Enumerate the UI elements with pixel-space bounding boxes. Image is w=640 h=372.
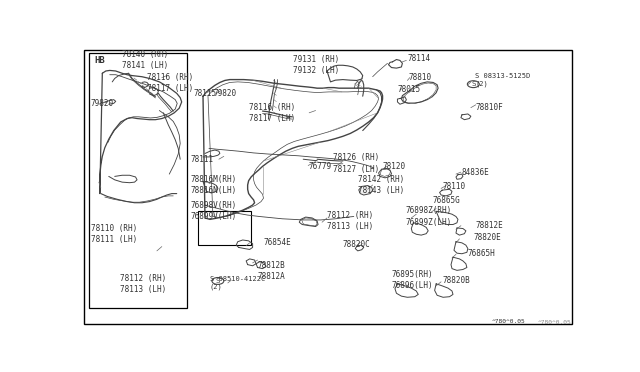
Text: 78820E: 78820E [474,234,501,243]
Text: 78810F: 78810F [476,103,503,112]
Text: 78120: 78120 [383,162,406,171]
Text: 78110 (RH)
78111 (LH): 78110 (RH) 78111 (LH) [91,224,137,244]
Text: 78116 (RH)
78117 (LH): 78116 (RH) 78117 (LH) [147,73,193,93]
Text: 78140 (RH)
78141 (LH): 78140 (RH) 78141 (LH) [122,50,168,70]
Text: 78114: 78114 [408,54,431,64]
Text: 76865H: 76865H [468,248,495,258]
Text: 76895(RH)
76896(LH): 76895(RH) 76896(LH) [392,270,433,290]
Text: 84836E: 84836E [462,168,490,177]
Text: 79820: 79820 [91,99,114,108]
Text: 79131 (RH)
79132 (LH): 79131 (RH) 79132 (LH) [293,55,340,75]
Text: 76854E: 76854E [264,238,291,247]
Text: 78820C: 78820C [343,240,371,249]
Text: S: S [216,278,220,284]
Polygon shape [359,186,372,195]
Text: 78816M(RH)
78816N(LH): 78816M(RH) 78816N(LH) [190,175,236,195]
Text: ^780^0.05: ^780^0.05 [538,320,571,325]
Text: 78112 (RH)
78113 (LH): 78112 (RH) 78113 (LH) [326,211,372,231]
Text: S 08313-5125D
(2): S 08313-5125D (2) [476,73,531,87]
Text: 78015: 78015 [397,84,420,93]
Text: 76865G: 76865G [432,196,460,205]
Bar [89,53,187,308]
Text: 78115: 78115 [193,89,216,98]
Text: 78812B
78812A: 78812B 78812A [257,261,285,281]
Text: S: S [471,81,476,87]
Text: 78810: 78810 [408,73,431,82]
Text: HB: HB [94,56,104,65]
Text: 78142 (RH)
78143 (LH): 78142 (RH) 78143 (LH) [358,175,404,195]
Text: 78116 (RH)
78117 (LH): 78116 (RH) 78117 (LH) [249,103,295,124]
Text: 78110: 78110 [442,182,465,191]
Text: 78112 (RH)
78113 (LH): 78112 (RH) 78113 (LH) [120,274,166,294]
Text: S 08510-4122C
(2): S 08510-4122C (2) [210,276,265,290]
Text: 78820B: 78820B [442,276,470,285]
Text: 76898V(RH)
76899V(LH): 76898V(RH) 76899V(LH) [190,201,236,221]
Text: 76898Z(RH)
76899Z(LH): 76898Z(RH) 76899Z(LH) [405,206,452,227]
Text: 78126 (RH)
78127 (LH): 78126 (RH) 78127 (LH) [333,154,380,174]
Text: 78812E: 78812E [476,221,504,230]
Text: 78111: 78111 [190,155,213,164]
Text: 76779: 76779 [308,162,332,171]
Text: 79820: 79820 [214,89,237,98]
Text: ^780^0.05: ^780^0.05 [492,319,525,324]
Bar [198,211,251,245]
